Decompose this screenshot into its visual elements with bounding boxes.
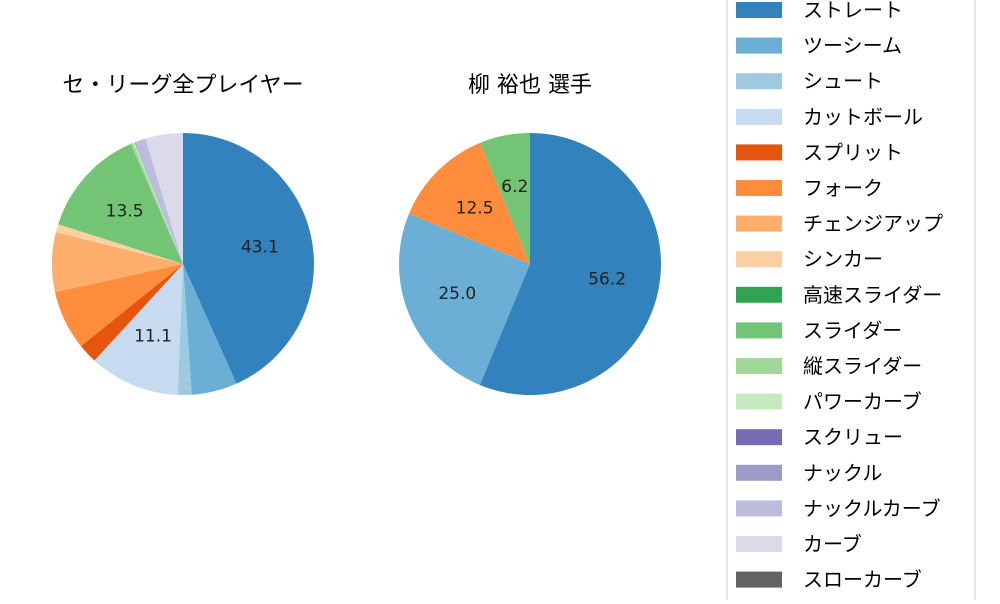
legend-swatch [736,180,782,196]
slice-value-label: 56.2 [588,269,626,289]
pie-slice [183,133,315,384]
legend-label: カーブ [803,532,862,556]
pie-slice [480,133,530,264]
pie-slice [177,264,192,395]
legend-label: スプリット [803,140,903,164]
legend-entry: スライダー [736,318,902,342]
pie-title: 柳 裕也 選手 [468,73,592,98]
legend-label: ツーシーム [803,34,902,58]
pie-slice [80,264,183,361]
legend-entry: チェンジアップ [736,212,943,236]
legend: ストレートツーシームシュートカットボールスプリットフォークチェンジアップシンカー… [726,0,976,604]
pie-slice [51,232,183,293]
pie-chart-1: 柳 裕也 選手 56.2 25.0 12.5 6.2 [398,73,661,395]
pie-slice [55,224,183,264]
legend-entry: カットボール [736,105,923,129]
legend-swatch [736,215,782,232]
pie-slice [409,142,530,264]
legend-label: スライダー [803,318,902,342]
slice-value-label: 25.0 [438,284,476,304]
pie-title: セ・リーグ全プレイヤー [62,73,303,98]
legend-swatch [736,37,782,54]
legend-label: チェンジアップ [803,212,943,236]
legend-swatch [736,251,782,268]
legend-frame [726,0,976,604]
legend-swatch [736,536,782,552]
legend-label: ストレート [803,0,903,22]
pie-slice [183,264,237,395]
slice-value-label: 12.5 [456,198,494,218]
slice-value-label: 43.1 [241,238,279,258]
legend-label: ナックルカーブ [803,496,941,520]
pie-slice [94,264,183,395]
legend-entry: 縦スライダー [736,354,922,378]
legend-entry: ナックル [736,461,882,485]
legend-swatch [736,322,782,339]
legend-label: ナックル [803,461,882,485]
legend-entry: ナックルカーブ [736,496,941,520]
pie-slice [398,213,530,386]
legend-entry: スローカーブ [736,568,922,592]
legend-swatch [736,393,782,410]
legend-swatch [736,571,782,588]
legend-label: シンカー [803,247,883,271]
legend-entry: カーブ [736,532,862,556]
slice-value-label: 11.1 [134,327,172,347]
legend-entry: フォーク [736,176,883,200]
legend-entry: 高速スライダー [736,283,942,307]
legend-label: シュート [803,69,883,93]
legend-swatch [736,144,782,161]
legend-entry: スクリュー [736,425,903,449]
legend-label: パワーカーブ [803,390,922,414]
legend-label: カットボール [803,105,923,129]
pie-slice [133,142,183,264]
legend-swatch [736,358,782,374]
slice-value-label: 13.5 [106,201,144,221]
legend-entry: ストレート [736,0,903,22]
legend-entry: ツーシーム [736,34,902,58]
legend-swatch [736,108,782,125]
legend-label: スローカーブ [803,568,922,592]
legend-swatch [736,429,782,446]
pie-slice [58,143,183,264]
pie-slice [479,133,661,395]
legend-entry: シュート [736,69,883,93]
legend-swatch [736,2,782,18]
legend-swatch [736,464,782,481]
legend-label: フォーク [803,176,883,200]
legend-label: 縦スライダー [803,354,922,378]
legend-swatch [736,73,782,90]
pie-layer: セ・リーグ全プレイヤー 43.1 11.1 13.5 柳 裕也 選手 56.2 25.0 12… [51,73,661,395]
legend-label: スクリュー [803,425,903,449]
legend-swatch [736,500,782,517]
legend-entry: パワーカーブ [736,390,922,414]
pie-chart-0: セ・リーグ全プレイヤー 43.1 11.1 13.5 [51,73,315,395]
slice-value-label: 6.2 [501,177,528,197]
legend-entry: スプリット [736,140,903,164]
legend-label: 高速スライダー [803,283,942,307]
pie-slice [134,141,183,264]
legend-swatch [736,286,782,303]
legend-entry: シンカー [736,247,883,271]
pie-slice [145,133,183,264]
pie-slice [55,264,183,347]
pie-slice [130,142,183,264]
pie-slice [135,138,183,264]
